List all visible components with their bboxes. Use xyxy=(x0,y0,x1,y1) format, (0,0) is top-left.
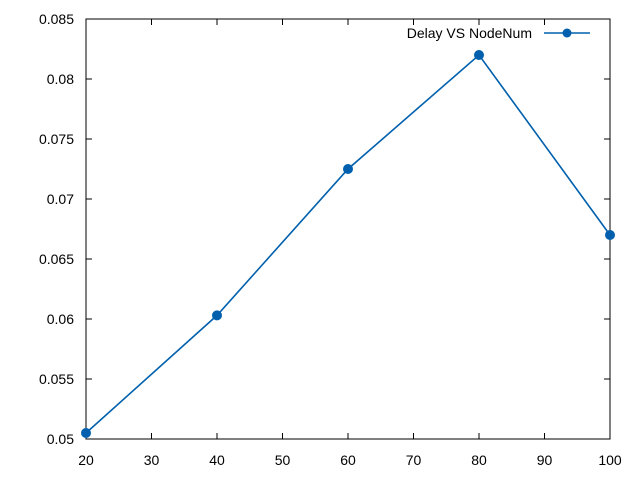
y-tick-label: 0.065 xyxy=(39,251,74,267)
x-tick-label: 100 xyxy=(598,452,622,468)
x-tick-label: 60 xyxy=(340,452,356,468)
y-tick-label: 0.075 xyxy=(39,131,74,147)
data-point xyxy=(212,310,222,321)
y-tick-label: 0.06 xyxy=(47,311,74,327)
x-tick-label: 30 xyxy=(144,452,160,468)
series-layer xyxy=(81,50,615,438)
data-point xyxy=(343,164,353,174)
x-tick-label: 90 xyxy=(537,452,553,468)
plot-frame xyxy=(85,18,611,440)
x-axis: 20 30 40 50 60 70 80 90 100 xyxy=(78,19,622,468)
y-tick-label: 0.055 xyxy=(39,371,74,387)
x-tick-label: 80 xyxy=(471,452,487,468)
data-point xyxy=(474,50,484,60)
legend-label: Delay VS NodeNum xyxy=(407,25,532,41)
data-point xyxy=(605,230,615,240)
x-tick-label: 20 xyxy=(78,452,94,468)
legend: Delay VS NodeNum xyxy=(407,25,590,41)
x-tick-label: 40 xyxy=(209,452,225,468)
data-point xyxy=(81,428,91,438)
y-axis: 0.05 0.055 0.06 0.065 0.07 0.075 0.08 0.085 xyxy=(39,11,610,447)
y-tick-label: 0.085 xyxy=(39,11,74,27)
y-tick-label: 0.07 xyxy=(47,191,74,207)
x-tick-label: 70 xyxy=(406,452,422,468)
x-tick-label: 50 xyxy=(275,452,291,468)
y-tick-label: 0.05 xyxy=(47,431,74,447)
series-line xyxy=(85,53,611,434)
legend-marker xyxy=(562,28,572,38)
y-tick-label: 0.08 xyxy=(47,71,74,87)
